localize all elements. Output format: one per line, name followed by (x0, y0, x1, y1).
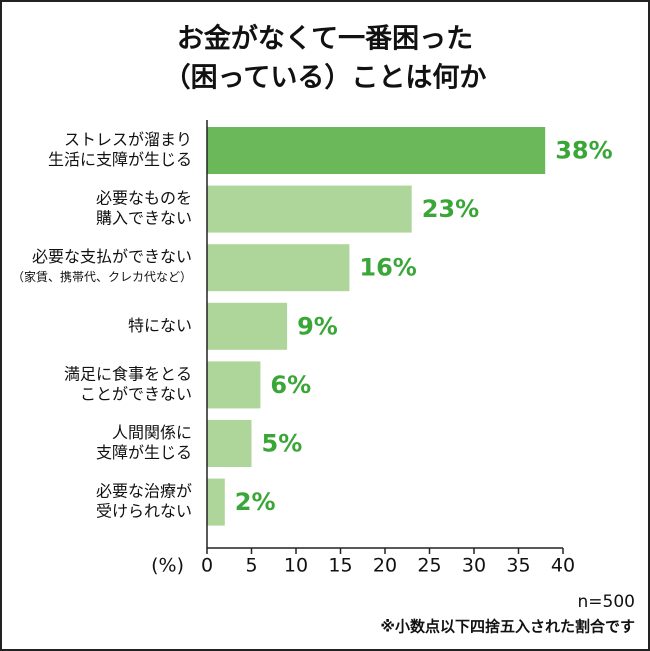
chart-title: お金がなくて一番困った (177, 23, 473, 55)
bar (207, 302, 288, 350)
value-label: 9% (297, 312, 338, 340)
value-label: 38% (555, 137, 612, 165)
bar (207, 244, 350, 292)
bar (207, 420, 252, 467)
x-tick-label: 25 (417, 555, 441, 577)
x-tick-label: 35 (506, 555, 530, 577)
value-label: 23% (422, 195, 479, 223)
x-tick-label: 5 (245, 555, 257, 577)
x-axis-label: (%) (151, 555, 184, 577)
footnote: ※小数点以下四捨五入された割合です (380, 618, 635, 636)
value-label: 2% (235, 488, 276, 516)
category-label: 必要なものを (96, 189, 192, 208)
category-label: ことができない (80, 384, 192, 403)
bar (207, 127, 546, 174)
x-tick-label: 10 (284, 555, 308, 577)
category-label: ストレスが溜まり (64, 130, 192, 149)
category-label: 受けられない (96, 502, 192, 521)
x-tick-label: 30 (462, 555, 486, 577)
value-label: 6% (270, 371, 311, 399)
category-label: 満足に食事をとる (64, 364, 192, 383)
value-label: 16% (359, 254, 416, 282)
sample-size: n=500 (578, 592, 635, 612)
x-tick-label: 40 (551, 555, 575, 577)
category-label: 人間関係に (112, 423, 192, 442)
category-label: 購入できない (96, 209, 192, 228)
chart-title: （困っている）ことは何か (164, 63, 487, 94)
x-tick-label: 15 (328, 555, 352, 577)
category-label: （家賃、携帯代、クレカ代など） (12, 269, 192, 284)
bar (207, 185, 412, 233)
category-label: 支障が生じる (96, 443, 192, 462)
x-tick-label: 0 (201, 555, 213, 577)
category-label: 生活に支障が生じる (48, 150, 192, 169)
x-tick-label: 20 (373, 555, 397, 577)
bar (207, 361, 261, 409)
bar (207, 478, 225, 526)
category-label: 必要な治療が (96, 482, 192, 501)
category-label: 特にない (128, 316, 192, 335)
value-label: 5% (262, 430, 303, 458)
category-label: 必要な支払ができない (32, 247, 192, 266)
